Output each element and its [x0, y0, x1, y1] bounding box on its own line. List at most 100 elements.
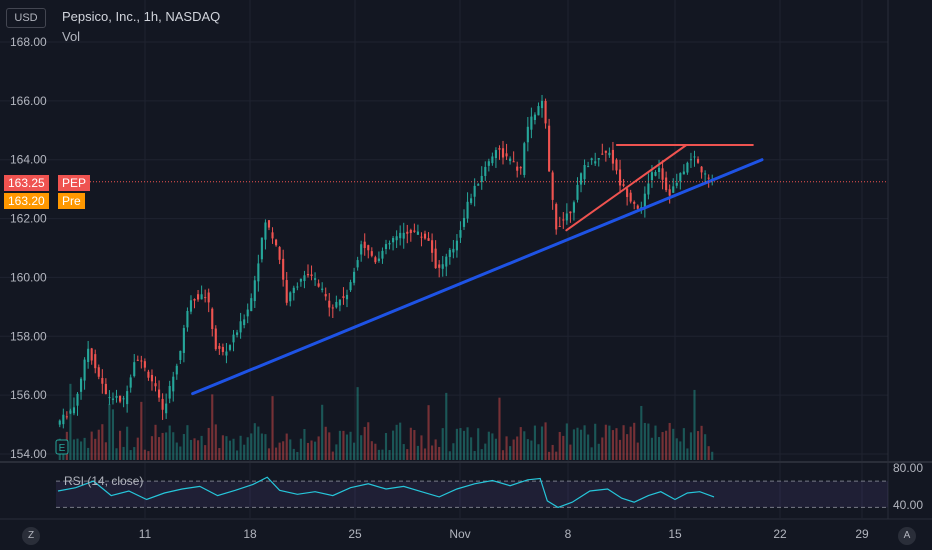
volume-bar: [427, 405, 430, 460]
candle-body: [555, 204, 558, 230]
currency-button[interactable]: USD: [6, 8, 46, 28]
candle-body: [707, 177, 710, 179]
volume-bar: [626, 434, 629, 460]
y-axis-label: 158.00: [10, 329, 47, 343]
candle-body: [540, 100, 544, 109]
candle-body: [601, 153, 604, 155]
x-axis-label: Nov: [449, 527, 470, 541]
volume-bar: [356, 387, 359, 460]
candle-body: [133, 362, 136, 377]
candle-body: [689, 159, 693, 161]
volume-bar: [654, 425, 657, 460]
candle-body: [657, 167, 661, 173]
rsi-axis-label: 40.00: [893, 498, 923, 512]
volume-bar: [253, 423, 256, 460]
candle-body: [384, 244, 388, 250]
candle-body: [576, 184, 579, 200]
volume-bar: [675, 438, 678, 460]
candle-body: [661, 168, 664, 180]
volume-bar: [537, 444, 540, 460]
volume-bar: [328, 432, 331, 460]
candle-body: [303, 275, 306, 281]
candle-body: [232, 334, 235, 343]
volume-bar: [420, 435, 423, 460]
earnings-badge: [55, 439, 69, 455]
candle-body: [530, 116, 533, 130]
candle-body: [413, 230, 416, 232]
x-axis-label: 8: [565, 527, 572, 541]
candle-body: [328, 300, 331, 308]
candle-body: [338, 299, 341, 306]
volume-bar: [533, 425, 536, 460]
volume-bar: [590, 447, 593, 460]
candle-body: [239, 321, 242, 333]
candle-body: [579, 173, 583, 185]
candle-body: [264, 222, 267, 240]
candle-body: [480, 175, 483, 183]
volume-bar: [672, 428, 675, 460]
timezone-icon[interactable]: Z: [22, 527, 40, 545]
volume-bar: [264, 434, 267, 460]
volume-bar: [94, 438, 97, 460]
candle-body: [342, 296, 345, 299]
volume-bar: [636, 442, 639, 460]
volume-bar: [562, 435, 565, 460]
candle-body: [420, 236, 423, 238]
volume-bar: [384, 433, 388, 460]
volume-bar: [615, 428, 618, 460]
candle-body: [363, 241, 366, 249]
candle-body: [118, 395, 122, 402]
candle-body: [72, 407, 76, 414]
volume-bar: [696, 431, 700, 460]
volume-bar: [509, 446, 512, 460]
volume-bar: [647, 423, 650, 460]
volume-bar: [704, 434, 707, 460]
candle-body: [147, 371, 150, 378]
volume-bar: [484, 443, 487, 460]
candle-body: [314, 278, 317, 280]
volume-bar: [523, 431, 526, 460]
candle-body: [246, 309, 249, 317]
last-price-symbol: PEP: [58, 175, 91, 191]
volume-bar: [540, 426, 544, 460]
candle-body: [399, 232, 402, 239]
candle-body: [296, 286, 299, 288]
volume-bar: [257, 426, 260, 460]
volume-bar: [548, 451, 551, 460]
candle-body: [459, 230, 462, 238]
candle-body: [509, 158, 512, 161]
candle-body: [204, 297, 207, 299]
volume-bar: [282, 441, 285, 460]
volume-bar: [207, 427, 210, 460]
volume-bar: [572, 429, 575, 460]
candle-body: [129, 377, 132, 388]
volume-bar: [349, 431, 352, 460]
volume-bar: [69, 383, 72, 460]
candle-body: [101, 377, 104, 384]
volume-bar: [314, 441, 317, 460]
volume-bar: [136, 437, 139, 460]
candle-body: [448, 249, 451, 257]
x-axis-label: 25: [348, 527, 362, 541]
volume-bar: [604, 424, 607, 460]
candle-body: [484, 166, 487, 176]
volume-bar: [622, 425, 625, 460]
volume-bar: [650, 437, 654, 460]
volume-bar: [97, 429, 100, 460]
volume-bar: [228, 440, 232, 460]
candle-body: [672, 186, 675, 193]
x-axis-label: 29: [855, 527, 869, 541]
auto-scale-icon[interactable]: A: [898, 527, 916, 545]
volume-bar: [289, 439, 292, 460]
volume-bar: [498, 397, 501, 460]
candle-body: [551, 172, 554, 200]
volume-bar: [445, 392, 448, 460]
candle-body: [572, 202, 575, 213]
volume-bar: [306, 442, 310, 460]
volume-bar: [200, 435, 203, 460]
candle-body: [487, 161, 490, 166]
volume-bar: [480, 449, 483, 460]
volume-bar: [79, 441, 83, 460]
volume-bar: [409, 427, 412, 460]
